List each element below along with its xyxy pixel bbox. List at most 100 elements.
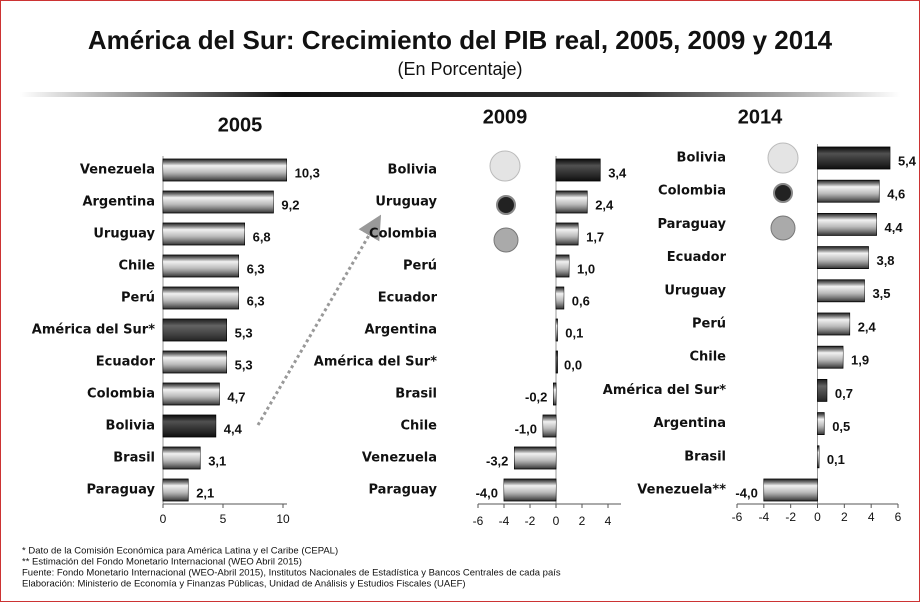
bar-shine [163, 479, 189, 501]
subtitle: (En Porcentaje) [397, 59, 522, 79]
bar-shine [163, 447, 201, 469]
category-label: Brasil [684, 449, 726, 464]
x-tick-label: -4 [758, 510, 769, 524]
value-label: 5,4 [898, 153, 917, 168]
bar-shine [556, 287, 564, 309]
x-tick-label: 0 [553, 514, 560, 528]
value-label: 0,0 [564, 357, 582, 372]
value-label: 1,7 [586, 229, 604, 244]
category-label: Colombia [87, 387, 155, 402]
arrow [256, 214, 382, 426]
panel-title: 2009 [483, 106, 528, 128]
medals [489, 142, 799, 253]
x-tick-label: -6 [473, 514, 484, 528]
category-label: Argentina [82, 195, 155, 210]
value-label: 1,9 [851, 353, 869, 368]
value-label: 4,4 [224, 421, 243, 436]
bar-shine [163, 415, 216, 437]
category-label: Uruguay [375, 195, 437, 210]
bar-shine [817, 279, 865, 302]
value-label: 3,8 [876, 253, 894, 268]
x-tick-label: 2 [579, 514, 586, 528]
category-label: Ecuador [96, 355, 156, 370]
value-label: 0,6 [572, 293, 590, 308]
bar-shine [817, 313, 850, 335]
bar-shine [163, 159, 287, 181]
bar-shine [763, 479, 818, 501]
value-label: 0,5 [832, 419, 850, 434]
category-label: Brasil [113, 451, 155, 466]
bar-shine [543, 415, 556, 437]
bar-shine [817, 147, 890, 169]
category-label: Perú [121, 291, 155, 306]
x-tick-label: 2 [841, 510, 848, 524]
bar-shine [163, 287, 239, 309]
value-label: 5,3 [235, 325, 253, 340]
x-tick-label: 6 [895, 510, 902, 524]
value-label: 2,4 [595, 197, 614, 212]
category-label: Bolivia [106, 419, 155, 434]
bar-shine [556, 351, 558, 373]
category-label: Uruguay [93, 227, 155, 242]
value-label: 6,3 [247, 261, 265, 276]
value-label: -3,2 [486, 453, 508, 468]
bar-shine [514, 447, 556, 469]
value-label: 5,3 [235, 357, 253, 372]
category-label: Perú [403, 259, 437, 274]
value-label: 2,1 [196, 485, 214, 500]
x-tick-label: 0 [814, 510, 821, 524]
note: Elaboración: Ministerio de Economía y Fi… [22, 579, 466, 590]
bar-shine [817, 379, 827, 402]
value-label: 10,3 [295, 165, 320, 180]
category-label: Chile [689, 350, 726, 365]
value-label: 0,7 [835, 386, 853, 401]
bar-shine [556, 319, 558, 341]
x-tick-label: 4 [605, 514, 612, 528]
value-label: 3,5 [872, 286, 890, 301]
bar-shine [556, 191, 588, 213]
category-label: Argentina [364, 323, 437, 338]
category-label: Venezuela [362, 451, 437, 466]
note: Fuente: Fondo Monetario Internacional (W… [22, 568, 561, 579]
bar-shine [556, 159, 601, 181]
value-label: 0,1 [827, 452, 845, 467]
bar-shine [163, 255, 239, 277]
category-label: Venezuela [80, 163, 155, 178]
bar-shine [817, 412, 825, 435]
value-label: -4,0 [735, 485, 757, 500]
category-label: América del Sur* [603, 383, 726, 398]
value-label: 1,0 [577, 261, 595, 276]
category-label: Bolivia [388, 163, 437, 178]
bar-shine [163, 319, 227, 341]
x-tick-label: 10 [276, 512, 290, 526]
x-tick-label: -2 [785, 510, 796, 524]
value-label: 3,1 [208, 453, 226, 468]
value-label: 3,4 [608, 165, 627, 180]
bar-shine [817, 445, 819, 468]
value-label: 9,2 [281, 197, 299, 212]
bar-shine [504, 479, 556, 501]
x-tick-label: -6 [732, 510, 743, 524]
category-label: Brasil [395, 387, 437, 402]
x-tick-label: 4 [868, 510, 875, 524]
note: ** Estimación del Fondo Monetario Intern… [22, 557, 302, 568]
bar-shine [163, 223, 245, 245]
value-label: 6,3 [247, 293, 265, 308]
category-label: Ecuador [378, 291, 438, 306]
value-label: -4,0 [476, 485, 498, 500]
bar-shine [553, 383, 556, 405]
category-label: Chile [118, 259, 155, 274]
bar-shine [817, 346, 843, 369]
title: América del Sur: Crecimiento del PIB rea… [88, 25, 833, 55]
value-label: 4,4 [885, 220, 904, 235]
bar-shine [817, 246, 869, 269]
panel-title: 2014 [738, 106, 783, 128]
divider [20, 92, 900, 97]
bar-shine [817, 213, 877, 236]
value-label: 2,4 [858, 319, 877, 334]
value-label: 4,7 [227, 389, 245, 404]
value-label: 4,6 [887, 187, 905, 202]
bar-shine [163, 351, 227, 373]
category-label: Ecuador [667, 250, 727, 265]
